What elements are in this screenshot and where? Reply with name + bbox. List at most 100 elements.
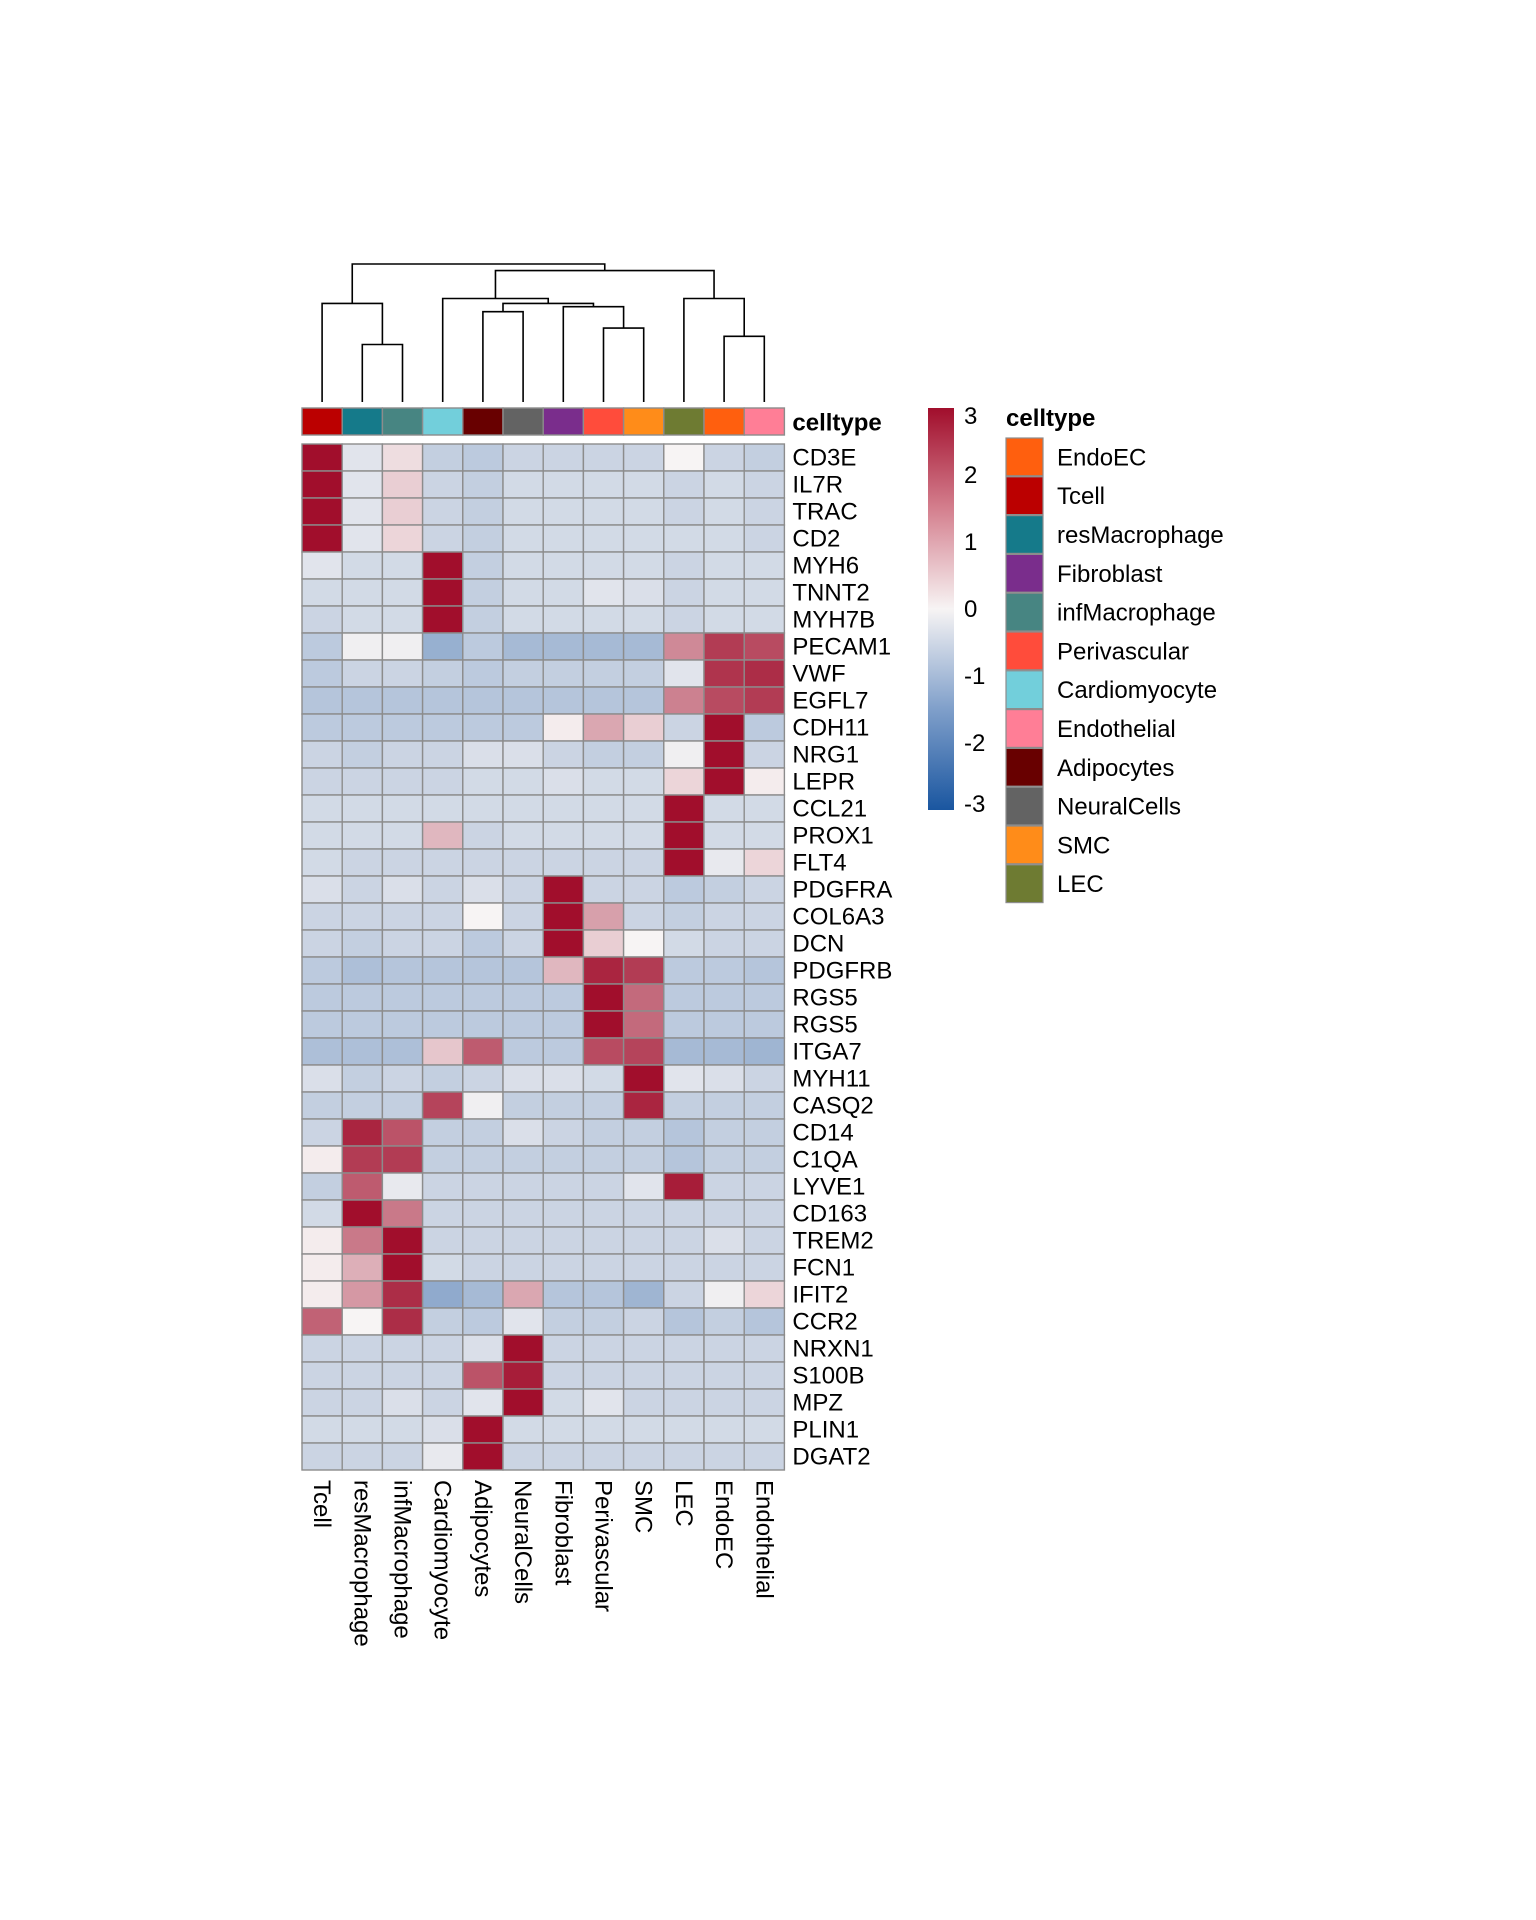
heatmap-cell <box>341 1361 384 1390</box>
heatmap-cell <box>703 821 745 850</box>
heatmap-cell <box>301 740 343 769</box>
heatmap-cell <box>582 686 625 715</box>
heatmap-cell <box>542 1307 585 1336</box>
annotation-title: celltype <box>792 410 881 437</box>
annotation-cell <box>663 407 705 436</box>
heatmap-cell <box>542 821 585 850</box>
heatmap-cell <box>663 1334 705 1363</box>
heatmap-cell <box>743 1037 786 1066</box>
heatmap-cell <box>622 1037 665 1066</box>
heatmap-cell <box>462 1361 504 1390</box>
heatmap-cell <box>663 1442 705 1471</box>
heatmap-cell <box>703 470 745 499</box>
heatmap-cell <box>703 1199 745 1228</box>
heatmap-cell <box>743 1010 786 1039</box>
celltype-label: EndoEC <box>710 1480 737 1569</box>
gene-label: IFIT2 <box>792 1282 848 1309</box>
heatmap-cell <box>703 875 745 904</box>
heatmap-cell <box>341 983 384 1012</box>
heatmap-cell <box>421 1253 464 1282</box>
heatmap-cell <box>381 1064 424 1093</box>
heatmap-cell <box>542 551 585 580</box>
gene-label: ITGA7 <box>792 1039 861 1066</box>
gene-label: LYVE1 <box>792 1174 865 1201</box>
heatmap-cell <box>703 1091 745 1120</box>
legend-label: Adipocytes <box>1057 755 1174 782</box>
heatmap-cell <box>341 767 384 796</box>
heatmap-cell <box>462 1415 504 1444</box>
heatmap-cell <box>381 1415 424 1444</box>
gene-label: CDH11 <box>792 715 869 742</box>
heatmap-cell <box>341 632 384 661</box>
heatmap-cell <box>421 632 464 661</box>
heatmap-cell <box>542 713 585 742</box>
heatmap-cell <box>743 956 786 985</box>
heatmap-cell <box>663 929 705 958</box>
heatmap-cell <box>502 1253 544 1282</box>
heatmap-cell <box>663 659 705 688</box>
heatmap-cell <box>381 1118 424 1147</box>
gene-label: CCL21 <box>792 796 867 823</box>
heatmap-cell <box>381 1145 424 1174</box>
dendrogram-branch <box>351 263 606 304</box>
dendrogram-branch <box>602 327 645 402</box>
heatmap-cell <box>703 1415 745 1444</box>
heatmap-cell <box>582 497 625 526</box>
heatmap-cell <box>663 1361 705 1390</box>
legend-swatch <box>1005 514 1044 554</box>
heatmap-cell <box>462 686 504 715</box>
heatmap-cell <box>582 848 625 877</box>
heatmap-cell <box>301 983 343 1012</box>
heatmap-cell <box>381 848 424 877</box>
heatmap-cell <box>462 1037 504 1066</box>
heatmap-cell <box>743 1199 786 1228</box>
heatmap-cell <box>341 1253 384 1282</box>
heatmap-cell <box>462 740 504 769</box>
heatmap-cell <box>542 1226 585 1255</box>
legend-label: Perivascular <box>1057 638 1189 665</box>
heatmap-cell <box>622 578 665 607</box>
heatmap-cell <box>421 1145 464 1174</box>
legend-label: LEC <box>1057 871 1104 898</box>
heatmap-cell <box>421 1064 464 1093</box>
heatmap-cell <box>743 632 786 661</box>
heatmap-cell <box>582 1442 625 1471</box>
heatmap-cell <box>663 983 705 1012</box>
heatmap-cell <box>301 1172 343 1201</box>
heatmap-cell <box>341 1091 384 1120</box>
heatmap-cell <box>663 902 705 931</box>
heatmap-cell <box>663 848 705 877</box>
heatmap-cell <box>542 794 585 823</box>
heatmap-cell <box>743 659 786 688</box>
heatmap-cell <box>622 956 665 985</box>
heatmap-cell <box>381 767 424 796</box>
heatmap-cell <box>341 1226 384 1255</box>
heatmap-cell <box>542 1064 585 1093</box>
heatmap-cell <box>502 1145 544 1174</box>
annotation-cell <box>542 407 585 436</box>
heatmap-cell <box>582 794 625 823</box>
heatmap-cell <box>462 632 504 661</box>
heatmap-cell <box>421 902 464 931</box>
heatmap-cell <box>703 713 745 742</box>
heatmap-cell <box>462 1334 504 1363</box>
heatmap-cell <box>301 1010 343 1039</box>
heatmap-cell <box>582 1145 625 1174</box>
heatmap-cell <box>663 1253 705 1282</box>
heatmap-cell <box>462 1118 504 1147</box>
heatmap-cell <box>663 686 705 715</box>
legend-label: resMacrophage <box>1057 522 1224 549</box>
heatmap-cell <box>301 1388 343 1417</box>
heatmap-cell <box>462 929 504 958</box>
heatmap-cell <box>502 1415 544 1444</box>
heatmap-cell <box>462 497 504 526</box>
heatmap-cell <box>421 929 464 958</box>
heatmap-cell <box>663 1307 705 1336</box>
heatmap-cell <box>301 821 343 850</box>
heatmap-cell <box>502 1442 544 1471</box>
heatmap-cell <box>663 1037 705 1066</box>
heatmap-cell <box>421 497 464 526</box>
heatmap-cell <box>502 1091 544 1120</box>
celltype-label: SMC <box>630 1480 657 1533</box>
legend-swatch <box>1005 437 1044 477</box>
